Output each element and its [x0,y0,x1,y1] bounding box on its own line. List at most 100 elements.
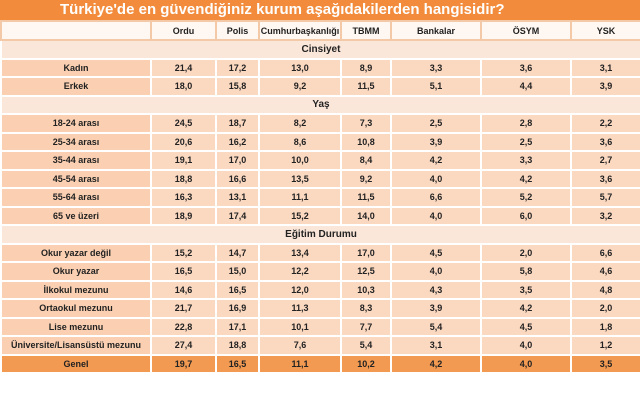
cell-value: 9,2 [340,168,392,189]
cell-value: 3,5 [480,279,572,300]
cell-value: 1,8 [570,316,640,337]
cell-value: 16,3 [150,187,217,208]
total-value: 10,2 [340,353,392,374]
cell-value: 3,9 [390,131,482,152]
cell-value: 17,2 [215,57,260,78]
cell-value: 2,5 [390,113,482,134]
cell-value: 7,7 [340,316,392,337]
sec-row: Eğitim Durumu [0,224,640,245]
cell-value: 13,0 [258,57,342,78]
cell-value: 5,1 [390,76,482,97]
cell-value: 4,4 [480,76,572,97]
row-label: Kadın [0,57,152,78]
cell-value: 19,1 [150,150,217,171]
cell-value: 10,1 [258,316,342,337]
row-row: Okur yazar değil 15,2 14,7 13,4 17,0 4,5 2,0 6,… [0,242,640,263]
row-row: İlkokul mezunu 14,6 16,5 12,0 10,3 4,3 3,5 4,8 [0,279,640,300]
sec-row: Yaş [0,94,640,115]
cell-value: 18,7 [215,113,260,134]
cell-value: 4,5 [480,316,572,337]
cell-value: 21,7 [150,298,217,319]
cell-value: 11,3 [258,298,342,319]
cell-value: 7,3 [340,113,392,134]
total-value: 3,5 [570,353,640,374]
cell-value: 17,0 [340,242,392,263]
cell-value: 12,5 [340,261,392,282]
cell-value: 8,4 [340,150,392,171]
cell-value: 4,2 [390,150,482,171]
cell-value: 21,4 [150,57,217,78]
cell-value: 4,0 [390,261,482,282]
cell-value: 2,5 [480,131,572,152]
cell-value: 18,9 [150,205,217,226]
cell-value: 3,6 [570,168,640,189]
column-header: Polis [215,20,260,41]
cell-value: 17,1 [215,316,260,337]
cell-value: 4,8 [570,279,640,300]
total-value: 11,1 [258,353,342,374]
cell-value: 22,8 [150,316,217,337]
cell-value: 6,6 [570,242,640,263]
cell-value: 2,0 [570,298,640,319]
cell-value: 24,5 [150,113,217,134]
cell-value: 27,4 [150,335,217,356]
row-row: 18-24 arası 24,5 18,7 8,2 7,3 2,5 2,8 2,2 [0,113,640,134]
cell-value: 3,2 [570,205,640,226]
column-header: Cumhurbaşkanlığı [258,20,342,41]
cell-value: 8,9 [340,57,392,78]
cell-value: 4,0 [480,335,572,356]
cell-value: 8,6 [258,131,342,152]
cell-value: 4,2 [480,168,572,189]
column-header: ÖSYM [480,20,572,41]
cell-value: 6,6 [390,187,482,208]
cell-value: 16,2 [215,131,260,152]
cell-value: 3,9 [570,76,640,97]
cell-value: 4,0 [390,205,482,226]
cell-value: 16,9 [215,298,260,319]
cell-value: 13,5 [258,168,342,189]
section-title: Cinsiyet [0,39,640,60]
row-row: 35-44 arası 19,1 17,0 10,0 8,4 4,2 3,3 2,7 [0,150,640,171]
row-row: 25-34 arası 20,6 16,2 8,6 10,8 3,9 2,5 3,6 [0,131,640,152]
total-value: 19,7 [150,353,217,374]
section-title: Yaş [0,94,640,115]
row-label: 45-54 arası [0,168,152,189]
cell-value: 2,2 [570,113,640,134]
cell-value: 7,6 [258,335,342,356]
cell-value: 16,6 [215,168,260,189]
total-value: 4,2 [390,353,482,374]
cell-value: 10,3 [340,279,392,300]
cell-value: 14,6 [150,279,217,300]
cell-value: 1,2 [570,335,640,356]
total-value: 4,0 [480,353,572,374]
cell-value: 3,3 [390,57,482,78]
total-label: Genel [0,353,152,374]
cell-value: 15,0 [215,261,260,282]
cell-value: 2,7 [570,150,640,171]
row-label: Üniversite/Lisansüstü mezunu [0,335,152,356]
cell-value: 15,8 [215,76,260,97]
corner-cell [0,20,152,41]
cell-value: 5,4 [390,316,482,337]
row-row: Ortaokul mezunu 21,7 16,9 11,3 8,3 3,9 4,2 2,0 [0,298,640,319]
cell-value: 11,5 [340,76,392,97]
row-label: Ortaokul mezunu [0,298,152,319]
row-row: Erkek 18,0 15,8 9,2 11,5 5,1 4,4 3,9 [0,76,640,97]
column-header: TBMM [340,20,392,41]
cell-value: 15,2 [258,205,342,226]
cell-value: 6,0 [480,205,572,226]
cell-value: 2,0 [480,242,572,263]
head-row: Ordu Polis Cumhurbaşkanlığı TBMM Bankalar ÖSY… [0,20,640,41]
row-label: 18-24 arası [0,113,152,134]
cell-value: 11,5 [340,187,392,208]
cell-value: 3,9 [390,298,482,319]
table-title: Türkiye'de en güvendiğiniz kurum aşağıda… [0,0,640,20]
row-label: Okur yazar [0,261,152,282]
cell-value: 8,3 [340,298,392,319]
cell-value: 16,5 [215,279,260,300]
row-label: Okur yazar değil [0,242,152,263]
cell-value: 17,0 [215,150,260,171]
cell-value: 18,8 [215,335,260,356]
row-row: Kadın 21,4 17,2 13,0 8,9 3,3 3,6 3,1 [0,57,640,78]
